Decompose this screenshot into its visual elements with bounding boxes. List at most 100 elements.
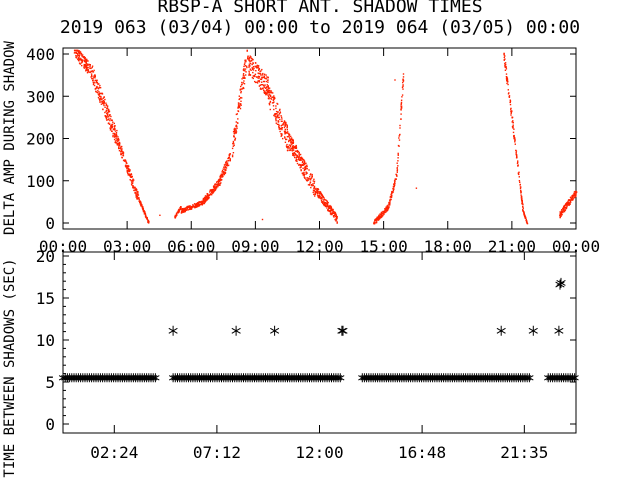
delta-amp-point: [216, 181, 218, 183]
baseline-marker: [525, 373, 534, 383]
delta-amp-point: [275, 105, 277, 107]
delta-amp-point: [333, 214, 336, 217]
delta-amp-point: [98, 92, 101, 95]
delta-amp-point: [268, 98, 270, 100]
delta-amp-point: [329, 210, 332, 212]
delta-amp-point: [399, 134, 401, 136]
delta-amp-point: [503, 59, 505, 61]
delta-amp-point: [95, 79, 97, 82]
delta-amp-point: [298, 159, 301, 161]
delta-amp-point: [228, 156, 231, 158]
delta-amp-point: [235, 113, 238, 116]
delta-amp-point: [304, 163, 306, 166]
delta-amp-point: [78, 60, 80, 62]
delta-amp-point: [287, 146, 290, 148]
delta-amp-point: [290, 137, 293, 139]
delta-amp-point: [282, 123, 284, 125]
delta-amp-point: [314, 193, 316, 195]
delta-amp-point: [327, 205, 329, 207]
delta-amp-point: [328, 205, 330, 208]
delta-amp-point: [402, 85, 404, 87]
delta-amp-point: [83, 60, 86, 63]
delta-amp-point: [504, 62, 506, 65]
delta-amp-point: [397, 154, 399, 156]
delta-amp-point: [79, 54, 81, 56]
delta-amp-point: [95, 90, 97, 92]
delta-amp-point: [272, 96, 274, 98]
delta-amp-point: [268, 94, 271, 96]
delta-amp-point: [147, 221, 149, 223]
delta-amp-point: [233, 128, 235, 130]
delta-amp-point: [335, 220, 337, 222]
delta-amp-point: [402, 84, 404, 86]
delta-amp-point: [301, 157, 303, 159]
delta-amp-point: [200, 201, 203, 203]
delta-amp-point: [198, 201, 200, 203]
delta-amp-point: [289, 139, 291, 142]
delta-amp-point: [400, 118, 402, 120]
delta-amp-point: [308, 169, 310, 171]
delta-amp-point: [267, 95, 270, 98]
delta-amp-point: [202, 202, 204, 205]
delta-amp-point: [202, 201, 204, 203]
delta-amp-point: [243, 65, 245, 68]
delta-amp-point: [210, 190, 212, 192]
delta-amp-point: [305, 165, 307, 168]
delta-amp-point: [85, 67, 88, 70]
delta-amp-point: [279, 108, 281, 111]
delta-amp-point: [380, 214, 382, 216]
delta-amp-point: [113, 129, 115, 131]
delta-amp-point: [514, 141, 516, 143]
delta-amp-point: [559, 214, 562, 216]
delta-amp-point: [303, 172, 305, 174]
delta-amp-point: [268, 104, 271, 106]
delta-amp-point: [318, 193, 321, 195]
delta-amp-point: [145, 214, 147, 216]
delta-amp-point: [92, 81, 94, 84]
delta-amp-point: [288, 139, 290, 142]
delta-amp-point: [572, 197, 575, 199]
delta-amp-point: [304, 166, 306, 168]
delta-amp-point: [514, 139, 516, 141]
delta-amp-point: [106, 115, 108, 117]
delta-amp-point: [260, 84, 262, 86]
delta-amp-point: [99, 101, 101, 103]
delta-amp-point: [288, 132, 290, 135]
delta-amp-point: [298, 155, 300, 158]
delta-amp-point: [314, 192, 316, 194]
delta-amp-point: [288, 134, 290, 137]
time-between-y-ticks: 0 5 10 15 20: [36, 247, 576, 434]
delta-amp-point: [565, 204, 568, 206]
delta-amp-point: [258, 76, 261, 78]
delta-amp-point: [85, 65, 87, 67]
delta-amp-point: [185, 207, 187, 209]
delta-amp-point: [290, 135, 292, 138]
delta-amp-point: [296, 151, 299, 153]
delta-amp-point: [220, 182, 222, 184]
delta-amp-point: [179, 208, 182, 210]
delta-amp-point: [258, 69, 260, 71]
delta-amp-point: [83, 56, 85, 58]
delta-amp-point: [228, 157, 230, 159]
delta-amp-point: [109, 123, 111, 125]
delta-amp-point: [248, 70, 250, 72]
delta-amp-point: [88, 71, 91, 73]
delta-amp-point: [111, 127, 113, 129]
delta-amp-point: [564, 204, 566, 206]
delta-amp-point: [520, 194, 522, 196]
delta-amp-point: [305, 166, 307, 169]
delta-amp-point: [86, 58, 88, 61]
delta-amp-x-ticks: 00:00 03:00 06:00 09:00 12:00 15:00 18:00 21:00…: [39, 48, 600, 256]
delta-amp-point: [110, 126, 112, 128]
delta-amp-point: [185, 208, 187, 211]
delta-amp-point: [93, 81, 95, 84]
delta-amp-point: [267, 94, 269, 96]
delta-amp-point: [394, 79, 396, 81]
delta-amp-point: [383, 213, 385, 216]
delta-amp-point: [227, 164, 230, 166]
delta-amp-point: [325, 203, 328, 205]
delta-amp-point: [222, 173, 224, 175]
delta-amp-point: [286, 125, 288, 127]
delta-amp-point: [180, 211, 183, 213]
delta-amp-point: [76, 55, 78, 57]
